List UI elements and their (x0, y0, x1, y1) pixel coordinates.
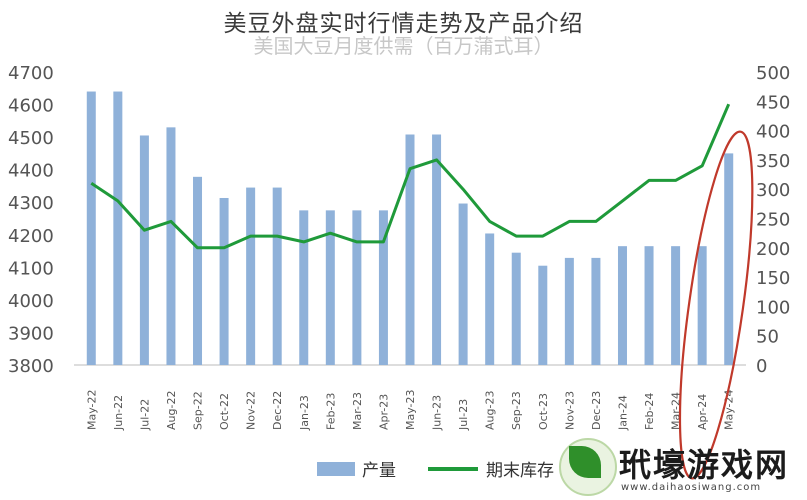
annotation-ellipse (678, 130, 754, 480)
leaf-icon (569, 446, 601, 478)
bar (325, 210, 335, 365)
watermark-logo: 玳壕游戏网 www.daihaosiwang.com (555, 436, 805, 498)
bar (485, 233, 495, 365)
left-tick-label: 4000 (8, 291, 54, 312)
left-tick-label: 3800 (8, 356, 54, 377)
right-tick-label: 100 (756, 297, 790, 318)
x-tick-label: Oct-23 (537, 393, 550, 430)
line-series (90, 103, 731, 250)
legend-label-bar: 产量 (362, 461, 396, 481)
x-tick-label: Aug-22 (165, 391, 178, 430)
bar (166, 127, 176, 365)
bar (671, 246, 681, 365)
x-tick-label: Mar-23 (351, 392, 364, 430)
left-tick-label: 4300 (8, 193, 54, 214)
bar (272, 187, 282, 365)
left-tick-label: 4400 (8, 161, 54, 182)
bar (378, 210, 388, 365)
x-axis-ticks: May-22 Jun-22 Jul-22 Aug-22 Sep-22 Oct-22 Nov-… (85, 389, 735, 431)
line-path (90, 103, 731, 250)
bar (193, 176, 203, 365)
right-tick-label: 250 (756, 210, 790, 231)
x-tick-label: Jan-24 (616, 395, 629, 431)
bar (644, 246, 654, 365)
bar (352, 210, 362, 365)
bar (458, 203, 468, 365)
x-tick-label: Apr-23 (377, 394, 390, 430)
bar (219, 197, 229, 365)
bar (113, 91, 123, 366)
right-tick-label: 400 (756, 122, 790, 143)
bar (139, 135, 149, 365)
left-tick-label: 4600 (8, 96, 54, 117)
legend-swatch-bar (317, 462, 355, 476)
right-tick-label: 350 (756, 151, 790, 172)
right-tick-label: 50 (756, 327, 779, 348)
bar (511, 252, 521, 365)
right-tick-label: 450 (756, 92, 790, 113)
axes: 3800390040004100420043004400450046004700… (8, 63, 790, 377)
left-tick-label: 4100 (8, 258, 54, 279)
right-tick-label: 200 (756, 239, 790, 260)
legend-label-line: 期末库存 (486, 461, 554, 481)
legend: 产量 期末库存 (317, 461, 554, 481)
x-tick-label: Jul-23 (457, 399, 470, 431)
left-tick-label: 4500 (8, 128, 54, 149)
bar-series (86, 91, 734, 366)
bar (724, 153, 734, 365)
bar (617, 246, 627, 365)
bar (564, 257, 574, 365)
bar (86, 91, 96, 366)
bar (432, 134, 442, 365)
bar (538, 265, 548, 365)
bar (299, 210, 309, 365)
bar (697, 246, 707, 365)
right-tick-label: 0 (756, 356, 767, 377)
x-tick-label: Sep-23 (510, 391, 523, 430)
left-tick-label: 3900 (8, 323, 54, 344)
x-tick-label: Jun-22 (112, 395, 125, 431)
left-tick-label: 4700 (8, 63, 54, 84)
x-tick-label: Jan-23 (298, 395, 311, 431)
x-tick-label: Feb-24 (643, 393, 656, 430)
left-tick-label: 4200 (8, 226, 54, 247)
chart-title: 美国大豆月度供需（百万蒲式耳） (253, 34, 554, 58)
x-tick-label: Jun-23 (431, 395, 444, 431)
watermark-text: 玳壕游戏网 (619, 446, 790, 484)
x-tick-label: May-22 (85, 389, 98, 430)
x-tick-label: Dec-23 (590, 391, 603, 430)
x-tick-label: Aug-23 (484, 391, 497, 430)
overlay-title: 美豆外盘实时行情走势及产品介绍 (223, 11, 584, 37)
x-tick-label: Feb-23 (324, 393, 337, 430)
right-tick-label: 150 (756, 268, 790, 289)
watermark-url: www.daihaosiwang.com (617, 482, 766, 493)
x-tick-label: Nov-23 (563, 391, 576, 430)
x-tick-label: Oct-22 (218, 393, 231, 430)
x-tick-label: Jul-22 (138, 399, 151, 431)
x-tick-label: Apr-24 (696, 394, 709, 430)
bar (591, 257, 601, 365)
right-tick-label: 300 (756, 180, 790, 201)
bar (246, 187, 256, 365)
x-tick-label: Sep-22 (192, 391, 205, 430)
x-tick-label: Nov-22 (245, 391, 258, 430)
bar (405, 134, 415, 365)
x-tick-label: May-23 (404, 389, 417, 430)
x-tick-label: Dec-22 (271, 391, 284, 430)
highlight-ellipse (678, 130, 754, 480)
right-tick-label: 500 (756, 63, 790, 84)
